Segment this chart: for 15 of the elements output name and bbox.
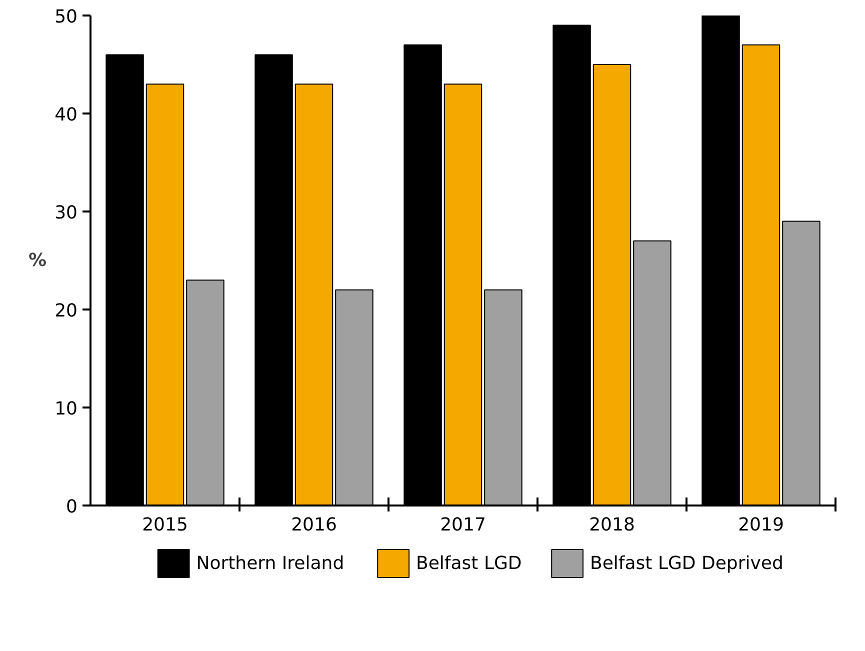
legend-label: Belfast LGD Deprived bbox=[590, 553, 784, 574]
y-tick-label: 10 bbox=[54, 398, 78, 420]
legend-label: Northern Ireland bbox=[196, 553, 344, 574]
x-tick-label: 2019 bbox=[738, 514, 784, 536]
y-tick-label: 0 bbox=[66, 496, 78, 518]
y-tick-label: 40 bbox=[54, 104, 78, 126]
x-tick-label: 2017 bbox=[440, 514, 486, 536]
y-axis-title: % bbox=[28, 250, 47, 271]
y-tick-label: 30 bbox=[54, 202, 78, 224]
x-tick-label: 2015 bbox=[142, 514, 188, 536]
y-tick-label: 20 bbox=[54, 300, 78, 322]
x-tick-label: 2016 bbox=[291, 514, 337, 536]
y-tick-label: 50 bbox=[54, 6, 78, 28]
legend-label: Belfast LGD bbox=[416, 553, 522, 574]
x-tick-label: 2018 bbox=[589, 514, 635, 536]
